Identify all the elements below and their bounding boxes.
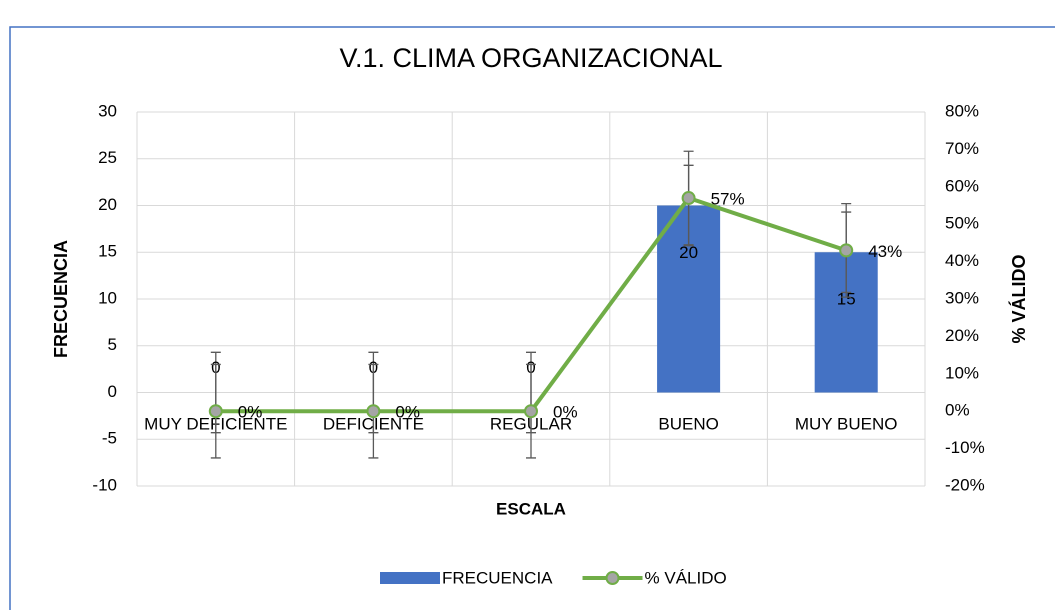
data-label: 43%	[868, 242, 902, 261]
y-tick-label: -5	[102, 429, 117, 448]
y-tick-label: 15	[98, 242, 117, 261]
legend-label: % VÁLIDO	[645, 568, 727, 587]
x-tick-label: BUENO	[658, 414, 718, 433]
chart-title: V.1. CLIMA ORGANIZACIONAL	[339, 43, 722, 73]
y2-tick-label: 0%	[945, 401, 970, 420]
y-tick-label: 0	[108, 382, 117, 401]
y2-tick-label: 80%	[945, 101, 979, 120]
line-marker	[524, 404, 538, 419]
chart-border	[9, 26, 1055, 610]
y2-tick-label: -20%	[945, 475, 985, 494]
data-label: 0%	[395, 403, 420, 422]
y-tick-label: 30	[98, 101, 117, 120]
y2-axis-label: % VÁLIDO	[1008, 254, 1029, 343]
legend-swatch	[380, 572, 440, 584]
y2-tick-label: -10%	[945, 438, 985, 457]
data-label: 57%	[711, 190, 745, 209]
y-tick-label: 5	[108, 335, 117, 354]
y-axis-label: FRECUENCIA	[51, 240, 71, 358]
x-tick-label: MUY BUENO	[795, 414, 898, 433]
y2-tick-label: 40%	[945, 251, 979, 270]
y-tick-label: 20	[98, 195, 117, 214]
y2-tick-label: 30%	[945, 288, 979, 307]
y-tick-label: 10	[98, 288, 117, 307]
y2-tick-label: 10%	[945, 363, 979, 382]
data-label: 20	[679, 243, 698, 262]
legend-label: FRECUENCIA	[442, 568, 553, 587]
x-axis-label: ESCALA	[496, 499, 566, 518]
line-marker	[366, 404, 381, 419]
y2-tick-label: 70%	[945, 139, 979, 158]
grid	[136, 111, 926, 487]
y2-tick-label: 50%	[945, 214, 979, 233]
y-tick-label: 25	[98, 148, 117, 167]
line-marker	[839, 243, 854, 258]
data-label: 15	[837, 290, 856, 309]
y2-tick-label: 60%	[945, 176, 979, 195]
legend-swatch	[605, 571, 620, 585]
line-marker	[681, 191, 696, 206]
y2-tick-label: 20%	[945, 326, 979, 345]
y-tick-label: -10	[92, 475, 117, 494]
line-marker	[208, 404, 223, 419]
data-label: 0%	[238, 403, 263, 422]
data-label: 0%	[553, 403, 578, 422]
